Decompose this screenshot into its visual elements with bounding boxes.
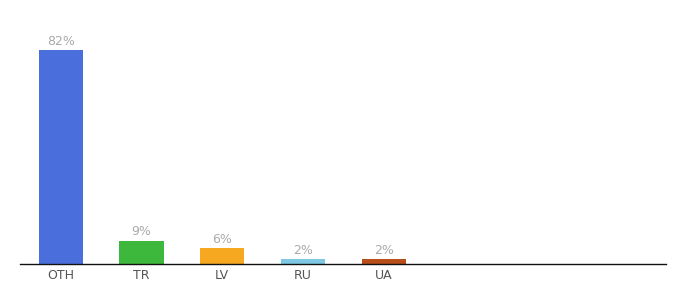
- Text: 9%: 9%: [132, 225, 152, 239]
- Bar: [39, 50, 83, 264]
- Bar: [362, 259, 406, 264]
- Bar: [200, 248, 245, 264]
- Text: 82%: 82%: [47, 35, 75, 48]
- Bar: [281, 259, 325, 264]
- Text: 2%: 2%: [293, 244, 313, 257]
- Text: 2%: 2%: [374, 244, 394, 257]
- Bar: [119, 241, 164, 264]
- Text: 6%: 6%: [212, 233, 232, 246]
